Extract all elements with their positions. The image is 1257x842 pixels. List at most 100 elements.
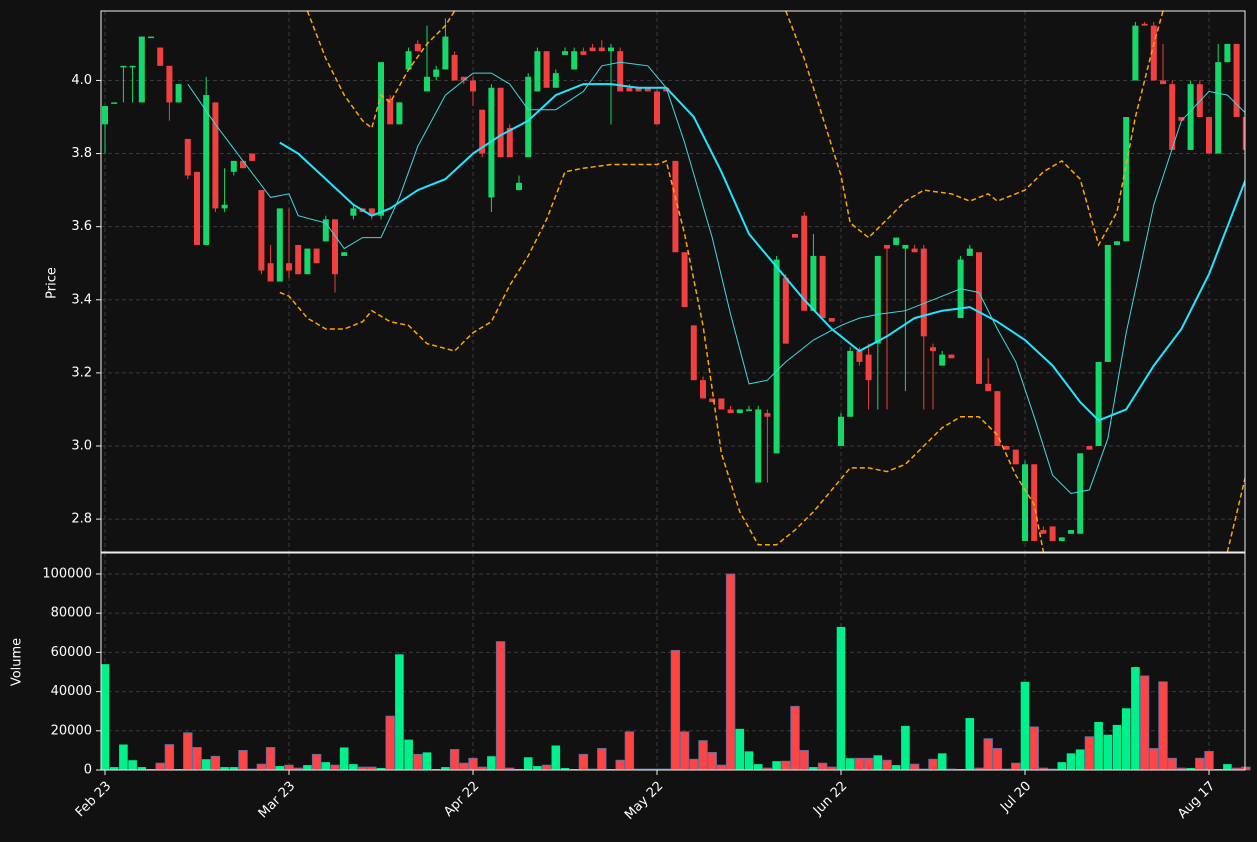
y-tick-label: 3.0: [71, 438, 92, 453]
volume-bar: [1223, 764, 1232, 770]
y-tick-label: 4.0: [71, 73, 92, 88]
y2-tick-label: 80000: [51, 606, 92, 621]
volume-bar: [615, 759, 625, 771]
candle-body: [111, 102, 118, 104]
candle-body: [1022, 464, 1028, 542]
volume-bar: [1011, 762, 1021, 771]
volume-bar: [441, 767, 450, 770]
y-tick-label: 3.4: [71, 292, 92, 307]
candle-body: [543, 51, 550, 88]
volume-bar: [100, 664, 110, 770]
volume-bar: [1029, 726, 1039, 771]
candle-body: [709, 398, 716, 403]
candle-body: [847, 350, 854, 417]
candle-body: [129, 65, 136, 68]
candle-body: [1169, 84, 1176, 150]
volume-bar: [164, 744, 175, 771]
volume-bar: [238, 749, 248, 771]
candle-body: [1003, 445, 1010, 450]
candle-body: [562, 51, 568, 55]
candle-body: [773, 259, 780, 454]
candle-body: [497, 87, 504, 158]
candle-body: [654, 91, 660, 125]
candle-body: [792, 233, 798, 238]
volume-bar: [854, 757, 865, 771]
candle-body: [203, 95, 210, 245]
candle-body: [1058, 537, 1065, 542]
volume-bar: [192, 747, 202, 771]
volume-bar: [1139, 675, 1150, 771]
y2-tick-label: 20000: [51, 723, 92, 738]
volume-bar: [965, 718, 975, 770]
candle-body: [230, 160, 237, 172]
candle-body: [884, 244, 890, 249]
volume-bar: [284, 764, 294, 771]
volume-bar: [716, 764, 727, 771]
candle-body: [865, 354, 872, 381]
candle-body: [267, 263, 274, 282]
candle-body: [755, 409, 762, 483]
candle-body: [341, 252, 348, 256]
candle-body: [966, 248, 973, 256]
volume-bar: [303, 765, 312, 770]
candle-body: [626, 87, 633, 92]
candle-body: [258, 190, 265, 271]
volume-bar: [385, 715, 395, 771]
volume-bar: [799, 749, 809, 771]
candle-body: [295, 244, 302, 275]
candle-body: [764, 413, 771, 417]
candle-body: [801, 215, 808, 311]
candle-body: [782, 277, 789, 344]
candle-body: [1123, 117, 1130, 242]
candle-body: [184, 138, 191, 176]
volume-bar: [753, 764, 763, 770]
volume-bar: [376, 768, 386, 770]
candle-body: [332, 219, 338, 275]
volume-bar: [1084, 736, 1095, 771]
volume-bar: [817, 762, 828, 771]
candle-body: [1095, 361, 1102, 446]
volume-bar: [809, 767, 818, 770]
candle-body: [718, 398, 725, 410]
volume-bar: [624, 731, 635, 771]
volume-bar: [1158, 681, 1168, 771]
candle-body: [442, 36, 449, 70]
candle-body: [414, 43, 421, 52]
candle-body: [552, 73, 559, 88]
candle-body: [470, 80, 476, 92]
volume-bar: [265, 747, 276, 771]
candle-body: [525, 76, 532, 158]
candle-body: [736, 409, 743, 414]
volume-bar: [781, 760, 791, 771]
price-frame: [100, 10, 1246, 553]
candle-body: [322, 219, 329, 242]
candle-body: [1068, 530, 1074, 534]
volume-bar: [725, 573, 736, 771]
volume-bar: [1121, 708, 1131, 770]
volume-bar: [937, 753, 947, 770]
y2-tick-label: 40000: [51, 684, 92, 699]
candle-body: [378, 62, 384, 216]
candle-body: [304, 248, 311, 275]
indicator-line: [279, 159, 1245, 552]
candle-body: [902, 244, 909, 249]
indicator-line: [187, 61, 1245, 495]
candle-body: [598, 47, 605, 52]
candle-body: [175, 84, 182, 103]
volume-bar: [744, 751, 754, 770]
candle-body: [1104, 244, 1111, 362]
volume-bar: [1195, 757, 1205, 771]
volume-bar: [321, 762, 331, 770]
y2-axis-label: Volume: [10, 638, 25, 686]
candle-body: [580, 51, 587, 55]
volume-frame: [100, 552, 1246, 771]
candle-body: [672, 160, 679, 253]
volume-bar: [404, 739, 413, 770]
volume-bar: [836, 626, 846, 770]
volume-bar: [689, 758, 699, 771]
candle-body: [350, 208, 357, 216]
volume-bar: [422, 752, 432, 770]
volume-bar: [909, 763, 920, 771]
